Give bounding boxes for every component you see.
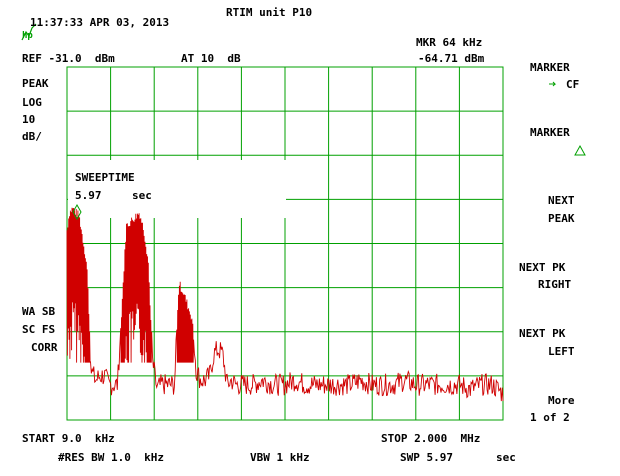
sweeptime-box <box>68 160 286 218</box>
marker-frequency: MKR 64 kHz <box>416 36 483 49</box>
corr-annotation: CORR <box>31 341 58 354</box>
resolution-bandwidth: #RES BW 1.0 kHz <box>58 451 164 464</box>
softkey-more-line2[interactable]: 1 of 2 <box>530 411 570 424</box>
softkey-next-peak-line2[interactable]: PEAK <box>548 212 575 225</box>
scale-unit: dB/ <box>22 130 42 143</box>
softkey-marker-cf-line2[interactable]: CF <box>566 78 580 91</box>
softkey-next-pk-left-line2[interactable]: LEFT <box>548 345 575 358</box>
stop-frequency: STOP 2.000 MHz <box>381 432 481 445</box>
hp-logo-icon <box>21 23 37 41</box>
softkey-marker-delta[interactable]: MARKER <box>530 126 570 139</box>
marker-level: -64.71 dBm <box>418 52 485 65</box>
softkey-next-pk-left-line1[interactable]: NEXT PK <box>519 327 566 340</box>
sweeptime-unit: sec <box>132 189 152 202</box>
scale-value: 10 <box>22 113 36 126</box>
detector-mode: PEAK <box>22 77 49 90</box>
sc-fs-annotation: SC FS <box>22 323 56 336</box>
softkey-next-pk-right-line1[interactable]: NEXT PK <box>519 261 566 274</box>
wa-sb-annotation: WA SB <box>22 305 56 318</box>
hp-logo-text: hp <box>22 31 33 41</box>
ref-level: REF -31.0 dBm <box>22 52 115 65</box>
timestamp: 11:37:33 APR 03, 2013 <box>30 16 170 29</box>
trace-line <box>66 207 504 402</box>
marker-delta-icon <box>574 144 586 156</box>
sweeptime-label: SWEEPTIME <box>75 171 135 184</box>
sweeptime-value: 5.97 <box>75 189 102 202</box>
sweep-time: SWP 5.97 <box>400 451 453 464</box>
softkey-next-pk-right-line2[interactable]: RIGHT <box>538 278 572 291</box>
spectrum-trace <box>66 207 504 402</box>
sweep-time-unit: sec <box>496 451 516 464</box>
instrument-title: RTIM unit P10 <box>226 6 313 19</box>
video-bandwidth: VBW 1 kHz <box>250 451 310 464</box>
softkey-marker-cf-line1[interactable]: MARKER <box>530 61 570 74</box>
softkey-more-line1[interactable]: More <box>548 394 575 407</box>
attenuation: AT 10 dB <box>181 52 241 65</box>
scale-type: LOG <box>22 96 42 109</box>
marker-diamond-icon <box>72 203 82 221</box>
arrow-right-icon <box>549 81 557 87</box>
softkey-next-peak-line1[interactable]: NEXT <box>548 194 575 207</box>
start-frequency: START 9.0 kHz <box>22 432 115 445</box>
